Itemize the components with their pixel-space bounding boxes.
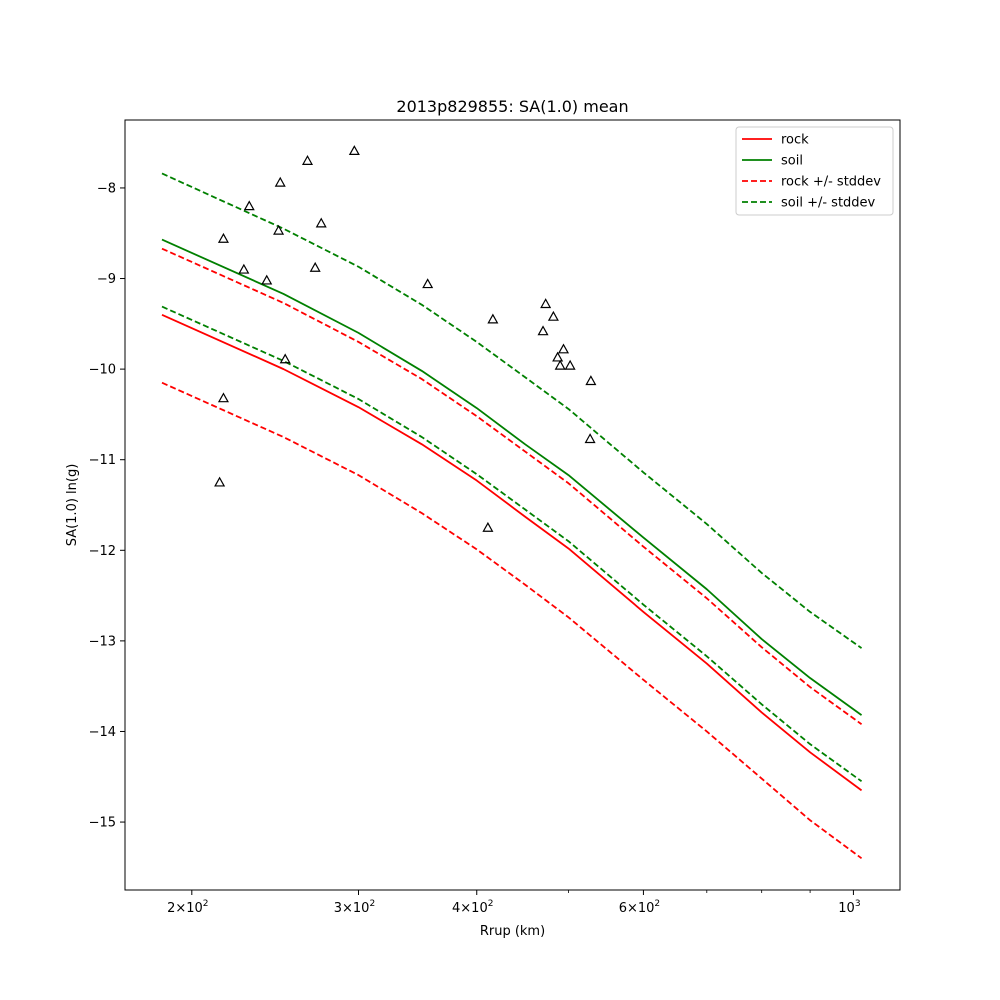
observation-marker-11 <box>315 217 327 228</box>
series-line-4 <box>161 172 863 649</box>
y-tick-label-7: −15 <box>89 816 116 831</box>
observation-marker-9 <box>301 155 314 165</box>
observation-marker-24 <box>584 433 596 444</box>
x-tick-label-1: 3×102 <box>334 899 375 916</box>
series-line-5 <box>161 305 863 783</box>
x-tick-label-2: 4×102 <box>452 899 493 916</box>
observation-marker-0 <box>214 476 226 487</box>
plot-area <box>161 145 863 860</box>
y-axis: −8 −9 −10 −11 −12 −13 −14 −15 <box>89 181 125 831</box>
observation-marker-19 <box>552 351 564 362</box>
observation-marker-8 <box>279 353 291 364</box>
y-tick-label-0: −8 <box>97 181 116 196</box>
observation-marker-20 <box>554 359 566 370</box>
legend-label-0: rock <box>781 133 809 148</box>
x-tick-label-0: 2×102 <box>167 899 208 916</box>
observation-marker-6 <box>273 224 285 235</box>
legend-label-3: soil +/- stddev <box>781 196 876 211</box>
observation-marker-2 <box>217 232 229 243</box>
legend-label-2: rock +/- stddev <box>781 175 881 190</box>
observation-marker-22 <box>564 359 576 370</box>
observation-marker-18 <box>547 310 559 321</box>
observation-marker-10 <box>309 261 321 272</box>
plot-frame <box>124 119 901 891</box>
observation-marker-23 <box>585 375 597 386</box>
x-tick-label-4: 103 <box>838 899 860 916</box>
series-line-2 <box>161 247 863 725</box>
observation-marker-4 <box>243 200 255 211</box>
y-tick-label-5: −13 <box>89 634 116 649</box>
observation-marker-15 <box>487 313 499 324</box>
x-axis: 2×102 3×102 4×102 6×102 103 <box>167 890 861 916</box>
observation-marker-14 <box>482 521 494 532</box>
series-line-1 <box>161 238 863 716</box>
series-line-0 <box>161 313 863 792</box>
y-axis-label: SA(1.0) ln(g) <box>65 464 80 547</box>
observation-marker-21 <box>557 343 570 354</box>
y-tick-label-1: −9 <box>97 272 116 287</box>
legend: rock soil rock +/- stddev soil +/- stddev <box>735 126 894 216</box>
observation-marker-5 <box>261 274 273 285</box>
observation-marker-16 <box>537 325 549 336</box>
y-tick-label-3: −11 <box>89 453 116 468</box>
observation-marker-13 <box>422 278 434 289</box>
observation-marker-1 <box>217 392 229 403</box>
observation-marker-12 <box>348 145 360 155</box>
y-tick-label-6: −14 <box>89 725 116 740</box>
x-tick-label-3: 6×102 <box>619 899 660 916</box>
observation-marker-17 <box>540 298 552 309</box>
series-layer <box>161 172 863 860</box>
observation-marker-7 <box>274 176 286 187</box>
series-line-3 <box>161 381 863 860</box>
chart-title: 2013p829855: SA(1.0) mean <box>396 97 628 116</box>
y-tick-label-4: −12 <box>89 544 116 559</box>
x-axis-label: Rrup (km) <box>480 924 545 939</box>
y-tick-label-2: −10 <box>89 363 116 378</box>
observation-markers <box>214 145 597 532</box>
legend-box <box>735 126 894 216</box>
observation-marker-3 <box>238 263 250 274</box>
legend-label-1: soil <box>781 154 803 169</box>
